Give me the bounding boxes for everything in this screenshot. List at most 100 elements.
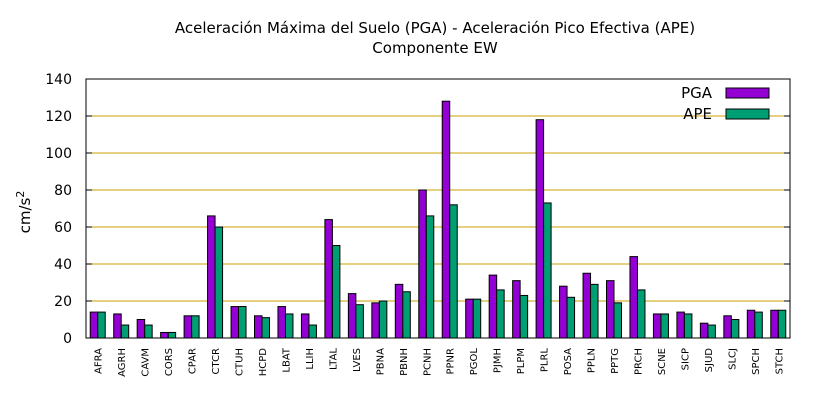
bar-ape: [167, 331, 177, 339]
legend-label-pga: PGA: [681, 84, 713, 102]
x-tick-label: CTCR: [211, 348, 222, 374]
legend: PGA APE: [681, 84, 770, 123]
y-tick-label: 0: [63, 331, 72, 347]
chart-title: Aceleración Máxima del Suelo (PGA) - Ace…: [175, 19, 695, 37]
bar-pga: [277, 306, 286, 339]
bar-ape: [425, 215, 435, 339]
plot-frame: [85, 78, 791, 339]
bar-pga: [770, 309, 779, 339]
bar-ape: [378, 300, 388, 339]
bar-pga: [371, 302, 380, 339]
bar-ape: [402, 291, 411, 339]
bar-ape: [120, 324, 130, 339]
bar-pga: [535, 119, 545, 339]
bar-pga: [418, 189, 427, 339]
x-axis-ticks: AFRA AGRH CAVM CORS CPAR CTCR CTUH HCPD LBAT LLIH…: [94, 332, 785, 377]
x-tick-label: CAVM: [141, 348, 152, 377]
y-tick-label: 20: [54, 294, 72, 310]
y-axis-ticks: 0 20 40 60 80 100 120 140: [45, 72, 790, 347]
bar-pga: [183, 315, 193, 339]
x-tick-label: PBNH: [399, 348, 410, 376]
x-tick-label: LBAT: [281, 347, 292, 372]
y-tick-label: 120: [45, 109, 72, 125]
y-tick-label: 40: [54, 257, 72, 273]
bar-pga: [723, 315, 732, 339]
x-tick-label: PPLN: [587, 348, 598, 373]
x-tick-label: PPNR: [446, 348, 457, 375]
bar-ape: [707, 324, 716, 339]
x-tick-label: HCPD: [258, 348, 269, 377]
chart-subtitle: Componente EW: [372, 39, 498, 57]
bar-ape: [191, 315, 200, 339]
bar-ape: [543, 202, 552, 339]
bar-pga: [652, 313, 662, 339]
x-tick-label: LTAL: [328, 348, 339, 370]
bar-pga: [300, 313, 310, 339]
x-tick-label: STCH: [774, 348, 785, 374]
x-tick-label: SJUD: [704, 348, 715, 373]
x-tick-label: PBNA: [375, 348, 386, 375]
bars: [89, 100, 787, 339]
x-tick-label: PLPM: [516, 348, 527, 374]
bar-pga: [488, 274, 498, 339]
x-tick-label: PLRL: [540, 348, 551, 373]
bar-ape: [777, 309, 787, 339]
bar-pga: [113, 313, 122, 339]
grid-lines: [86, 115, 790, 302]
bar-ape: [519, 294, 529, 339]
x-tick-label: PJMH: [493, 348, 504, 373]
bar-ape: [590, 283, 599, 339]
x-tick-label: AGRH: [117, 348, 128, 377]
bar-ape: [472, 298, 482, 339]
bar-pga: [606, 280, 615, 339]
bar-pga: [465, 298, 474, 339]
bar-pga: [394, 283, 404, 339]
bar-ape: [449, 204, 458, 339]
bar-ape: [566, 296, 576, 339]
y-tick-label: 100: [45, 146, 72, 162]
y-axis-label: cm/s2: [14, 191, 34, 234]
legend-label-ape: APE: [683, 105, 712, 123]
bar-ape: [97, 311, 106, 339]
x-tick-label: LVES: [352, 348, 363, 372]
bar-pga: [699, 322, 709, 339]
x-tick-label: CTUH: [235, 348, 246, 376]
x-tick-label: PRCH: [633, 348, 644, 375]
x-tick-label: PGOL: [469, 348, 480, 376]
x-tick-label: SICP: [680, 348, 691, 370]
bar-ape: [214, 226, 224, 339]
x-tick-label: CPAR: [188, 348, 199, 374]
y-tick-label: 140: [45, 72, 72, 88]
x-tick-label: SPCH: [751, 348, 762, 375]
bar-pga: [160, 331, 169, 339]
bar-pga: [324, 219, 333, 339]
bar-ape: [636, 289, 646, 339]
bar-ape: [496, 289, 505, 339]
x-tick-label: PPTG: [610, 348, 621, 374]
bar-pga: [582, 272, 592, 339]
bar-ape: [144, 324, 153, 339]
bar-pga: [629, 256, 638, 339]
bar-ape: [660, 313, 669, 339]
bar-ape: [238, 306, 247, 339]
bar-pga: [89, 311, 99, 339]
y-axis-label-unit: cm/s: [16, 197, 34, 233]
bar-ape: [284, 313, 294, 339]
bar-ape: [355, 304, 364, 339]
bar-ape: [730, 319, 740, 339]
bar-ape: [613, 302, 622, 339]
bar-pga: [136, 319, 146, 339]
y-axis-label-exponent: 2: [14, 191, 27, 198]
x-tick-label: POSA: [563, 348, 574, 375]
bar-ape: [308, 324, 317, 339]
x-tick-label: CORS: [164, 348, 175, 376]
x-tick-label: SLCJ: [727, 348, 738, 370]
x-tick-label: SCNE: [657, 348, 668, 375]
x-tick-label: AFRA: [94, 348, 105, 374]
bar-pga: [746, 309, 756, 339]
bar-pga: [441, 100, 451, 339]
bar-ape: [754, 311, 763, 339]
bar-pga: [559, 285, 568, 339]
legend-swatch-pga: [725, 87, 770, 99]
bar-pga: [347, 293, 357, 339]
